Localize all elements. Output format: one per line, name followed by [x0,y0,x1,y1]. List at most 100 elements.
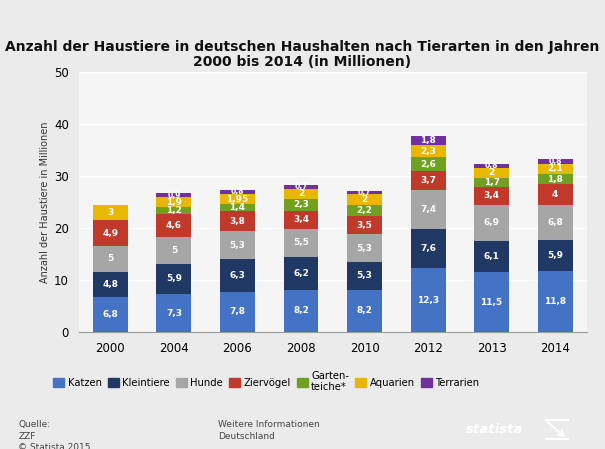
Text: 5,3: 5,3 [229,241,246,250]
Bar [284,185,318,189]
Bar [474,205,509,241]
Bar [220,231,255,259]
Bar [220,194,255,204]
Text: 0,8: 0,8 [548,157,562,166]
Text: 7,3: 7,3 [166,309,182,318]
Text: 1,9: 1,9 [166,198,182,207]
Text: 11,8: 11,8 [544,297,566,306]
Text: 0,9: 0,9 [167,190,181,199]
Text: 3,7: 3,7 [420,176,436,185]
Text: 2,3: 2,3 [420,147,436,156]
Bar [347,216,382,234]
Text: 3: 3 [107,208,114,217]
Bar [157,214,191,238]
Bar [157,238,191,264]
Legend: Katzen, Kleintiere, Hunde, Ziervögel, Garten-
teiche*, Aquarien, Terrarien: Katzen, Kleintiere, Hunde, Ziervögel, Ga… [53,371,479,392]
Text: 5: 5 [107,254,114,263]
Bar [220,259,255,292]
Bar [347,262,382,290]
Text: statista: statista [466,423,523,436]
Bar [220,292,255,332]
Bar [347,190,382,194]
Bar [93,220,128,246]
Text: 3,4: 3,4 [293,215,309,224]
Bar [411,136,445,145]
Bar [474,273,509,332]
Text: 0,7: 0,7 [294,182,308,191]
Bar [474,187,509,205]
Text: 5,9: 5,9 [547,251,563,260]
Text: 0,8: 0,8 [485,161,499,170]
Text: 7,4: 7,4 [420,205,436,214]
Text: 5,3: 5,3 [356,244,373,253]
Text: 5,5: 5,5 [293,238,309,247]
Text: 1,7: 1,7 [483,178,500,187]
Bar [284,229,318,257]
Text: 2000 bis 2014 (in Millionen): 2000 bis 2014 (in Millionen) [194,55,411,69]
Text: 7,6: 7,6 [420,244,436,253]
Text: 6,9: 6,9 [483,218,500,227]
Text: 1,95: 1,95 [226,194,249,203]
Bar [538,159,572,163]
Bar [347,205,382,216]
Text: 5,3: 5,3 [356,271,373,280]
Bar [474,178,509,187]
Bar [157,198,191,207]
Bar [538,271,572,332]
Text: 3,4: 3,4 [483,191,500,200]
Text: 2,1: 2,1 [547,164,563,173]
Bar [411,145,445,157]
Text: 1,8: 1,8 [547,175,563,184]
Text: 7,8: 7,8 [229,308,246,317]
Bar [538,175,572,184]
Bar [411,229,445,268]
Text: 6,3: 6,3 [229,271,246,280]
Text: Quelle:
ZZF
© Statista 2015: Quelle: ZZF © Statista 2015 [18,420,91,449]
Bar [538,240,572,271]
Text: 1,8: 1,8 [420,136,436,145]
Text: 2,6: 2,6 [420,159,436,168]
Bar [93,272,128,297]
Bar [411,190,445,229]
Text: 4,8: 4,8 [102,280,119,289]
Bar [347,234,382,262]
Text: 4,6: 4,6 [166,221,182,230]
Bar [93,205,128,220]
Bar [474,241,509,273]
Text: 11,5: 11,5 [480,298,503,307]
Bar [474,163,509,167]
Text: 1,2: 1,2 [166,206,182,215]
Bar [538,163,572,175]
Bar [347,290,382,332]
Text: Weitere Informationen
Deutschland: Weitere Informationen Deutschland [218,420,319,440]
Bar [538,184,572,205]
Bar [93,246,128,272]
Bar [411,157,445,171]
Bar [157,193,191,198]
Text: 3,5: 3,5 [356,221,373,230]
Bar [157,264,191,294]
Text: 6,1: 6,1 [483,252,500,261]
Text: 3,8: 3,8 [229,217,246,226]
Text: 12,3: 12,3 [417,296,439,305]
Bar [220,204,255,211]
Text: 2,2: 2,2 [356,206,373,215]
Text: 2: 2 [298,189,304,198]
Bar [157,207,191,214]
Text: 4,9: 4,9 [102,229,119,238]
Bar [93,297,128,332]
Text: 2,3: 2,3 [293,200,309,209]
Text: 0,7: 0,7 [358,188,371,197]
Text: 2: 2 [361,195,368,204]
Text: 5: 5 [171,246,177,255]
Bar [284,189,318,199]
Bar [284,290,318,332]
Text: 6,8: 6,8 [547,218,563,227]
Bar [411,268,445,332]
Text: 4: 4 [552,190,558,199]
Text: 8,2: 8,2 [356,306,373,315]
Bar [220,190,255,194]
Text: Anzahl der Haustiere in deutschen Haushalten nach Tierarten in den Jahren: Anzahl der Haustiere in deutschen Hausha… [5,40,600,54]
Text: 6,8: 6,8 [102,310,119,319]
Bar [474,167,509,178]
